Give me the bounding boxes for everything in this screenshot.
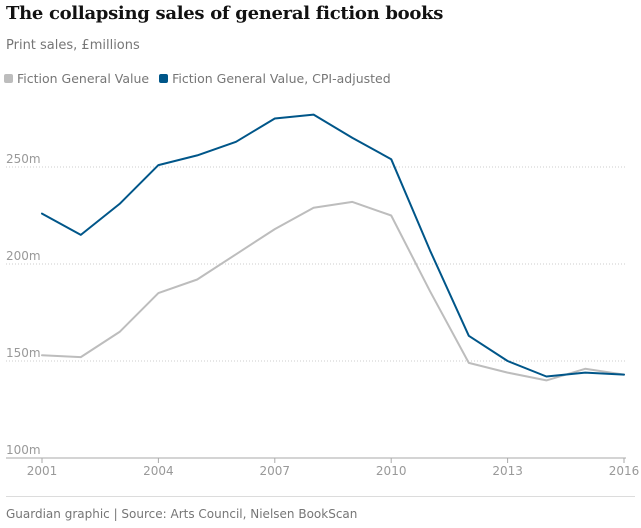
source-note: Guardian graphic | Source: Arts Council,… xyxy=(6,507,358,521)
series-line-adjusted xyxy=(41,113,625,378)
legend-label-nominal: Fiction General Value xyxy=(17,71,150,86)
y-tick-label: 250m xyxy=(6,152,41,166)
x-tick-label: 2016 xyxy=(609,464,640,478)
series-layer xyxy=(41,113,625,382)
legend-swatch-adjusted xyxy=(159,74,169,83)
x-tick-label: 2001 xyxy=(27,464,58,478)
legend-item-nominal: Fiction General Value xyxy=(4,71,149,86)
chart-subtitle: Print sales, £millions xyxy=(6,38,140,53)
legend: Fiction General Value Fiction General Va… xyxy=(4,71,401,86)
line-chart: 100m 150m 200m 250m 2001 2004 2007 2010 2013 201… xyxy=(6,113,640,478)
x-axis: 2001 2004 2007 2010 2013 2016 xyxy=(27,458,640,478)
legend-label-adjusted: Fiction General Value, CPI-adjusted xyxy=(172,71,391,86)
series-line-nominal xyxy=(41,200,625,382)
x-tick-label: 2013 xyxy=(492,464,523,478)
legend-swatch-nominal xyxy=(4,74,13,83)
y-tick-label: 150m xyxy=(6,346,41,360)
y-tick-label: 100m xyxy=(6,443,41,457)
grid-layer: 100m 150m 200m 250m xyxy=(6,152,626,459)
y-tick-label: 200m xyxy=(6,249,41,263)
footer-divider xyxy=(6,496,635,497)
x-tick-label: 2010 xyxy=(376,464,407,478)
chart-title: The collapsing sales of general fiction … xyxy=(6,3,444,24)
legend-item-adjusted: Fiction General Value, CPI-adjusted xyxy=(159,71,391,86)
x-tick-label: 2004 xyxy=(143,464,174,478)
x-tick-label: 2007 xyxy=(260,464,291,478)
